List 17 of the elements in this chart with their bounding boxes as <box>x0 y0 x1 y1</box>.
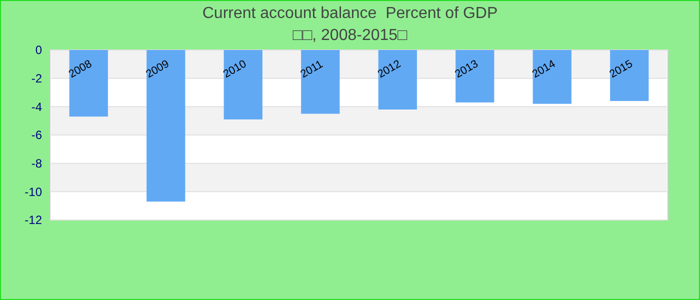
x-tick-label: 2013 <box>453 58 480 81</box>
y-tick-label: -10 <box>24 184 42 199</box>
y-tick-label: -2 <box>31 72 42 86</box>
x-tick-label: 2015 <box>608 58 635 81</box>
y-tick-label: -6 <box>31 128 42 142</box>
chart-title: Current account balance Percent of GDP <box>202 5 498 22</box>
y-tick-label: 0 <box>35 43 42 58</box>
x-tick-label: 2012 <box>376 58 404 81</box>
x-tick-label: 2011 <box>298 58 326 81</box>
y-tick-label: -4 <box>31 100 42 114</box>
y-tick-label: -12 <box>24 213 42 228</box>
chart-subtitle: □□, 2008-2015□ <box>292 27 408 44</box>
x-tick-label: 2010 <box>221 58 249 81</box>
x-tick-label: 2009 <box>144 58 172 81</box>
x-tick-label: 2008 <box>66 58 94 81</box>
y-tick-label: -8 <box>31 156 42 171</box>
x-tick-label: 2014 <box>530 58 558 81</box>
